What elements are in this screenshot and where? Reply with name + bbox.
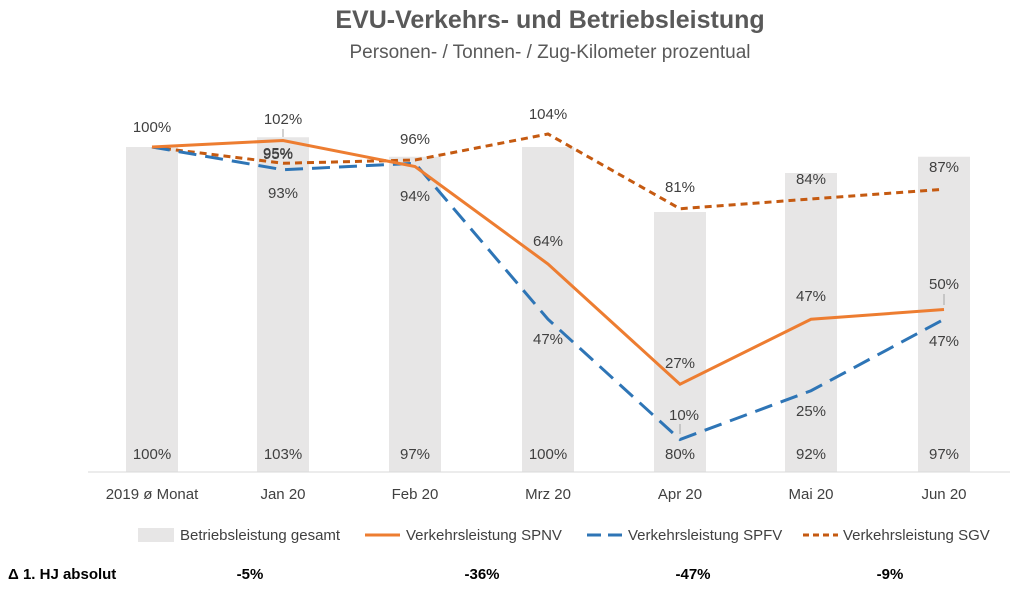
line-spfv <box>151 145 945 442</box>
legend-swatch-bar <box>138 528 174 542</box>
chart-title: EVU-Verkehrs- und Betriebsleistung <box>335 6 765 34</box>
legend-label: Betriebsleistung gesamt <box>180 527 341 544</box>
bar <box>918 156 970 472</box>
line-sgv <box>151 132 945 211</box>
spfv-data-label: 47% <box>533 331 563 348</box>
spnv-data-label: 50% <box>929 276 959 293</box>
bar-value-label: 100% <box>529 446 567 463</box>
legend-label: Verkehrsleistung SGV <box>843 527 990 544</box>
x-tick-label: Mrz 20 <box>525 486 571 503</box>
legend-label: Verkehrsleistung SPNV <box>406 527 562 544</box>
bar <box>126 147 178 472</box>
bar <box>257 137 309 472</box>
spnv-data-label: 102% <box>264 111 302 128</box>
x-tick-label: Feb 20 <box>392 486 439 503</box>
bar <box>389 156 441 472</box>
spfv-data-label: 93% <box>268 185 298 202</box>
footer-delta-value: -5% <box>236 566 264 583</box>
bar-value-label: 92% <box>796 446 826 463</box>
x-tick-label: Jan 20 <box>260 486 305 503</box>
x-tick-label: Jun 20 <box>921 486 966 503</box>
sgv-data-label: 95% <box>263 146 293 163</box>
footer-delta-label: Δ 1. HJ absolut <box>8 566 117 583</box>
spfv-data-label: 10% <box>669 407 699 424</box>
footer-delta-value: -47% <box>675 566 711 583</box>
spnv-data-label: 94% <box>400 188 430 205</box>
spfv-data-label: 25% <box>796 403 826 420</box>
spnv-data-label: 64% <box>533 233 563 250</box>
line-spnv <box>151 138 945 387</box>
bar-value-label: 97% <box>929 446 959 463</box>
footer-delta-value: -36% <box>464 566 500 583</box>
bar-value-label: 97% <box>400 446 430 463</box>
spnv-data-label: 47% <box>796 288 826 305</box>
footer-delta-value: -9% <box>876 566 904 583</box>
spnv-data-label: 27% <box>665 355 695 372</box>
legend-label: Verkehrsleistung SPFV <box>628 527 782 544</box>
x-tick-label: 2019 ø Monat <box>106 486 199 503</box>
sgv-data-label: 96% <box>400 131 430 148</box>
sgv-data-label: 84% <box>796 171 826 188</box>
spnv-data-label: 100% <box>133 119 171 136</box>
x-tick-label: Mai 20 <box>788 486 833 503</box>
spfv-data-label: 95% <box>263 145 293 162</box>
bar <box>785 173 837 472</box>
sgv-data-label: 87% <box>929 159 959 176</box>
sgv-data-label: 104% <box>529 106 567 123</box>
sgv-data-label: 81% <box>665 179 695 196</box>
chart-subtitle: Personen- / Tonnen- / Zug-Kilometer proz… <box>349 42 751 63</box>
bar-value-label: 100% <box>133 446 171 463</box>
bar-value-label: 103% <box>264 446 302 463</box>
bar <box>522 147 574 472</box>
bar-value-label: 80% <box>665 446 695 463</box>
x-tick-label: Apr 20 <box>658 486 702 503</box>
spfv-data-label: 47% <box>929 333 959 350</box>
